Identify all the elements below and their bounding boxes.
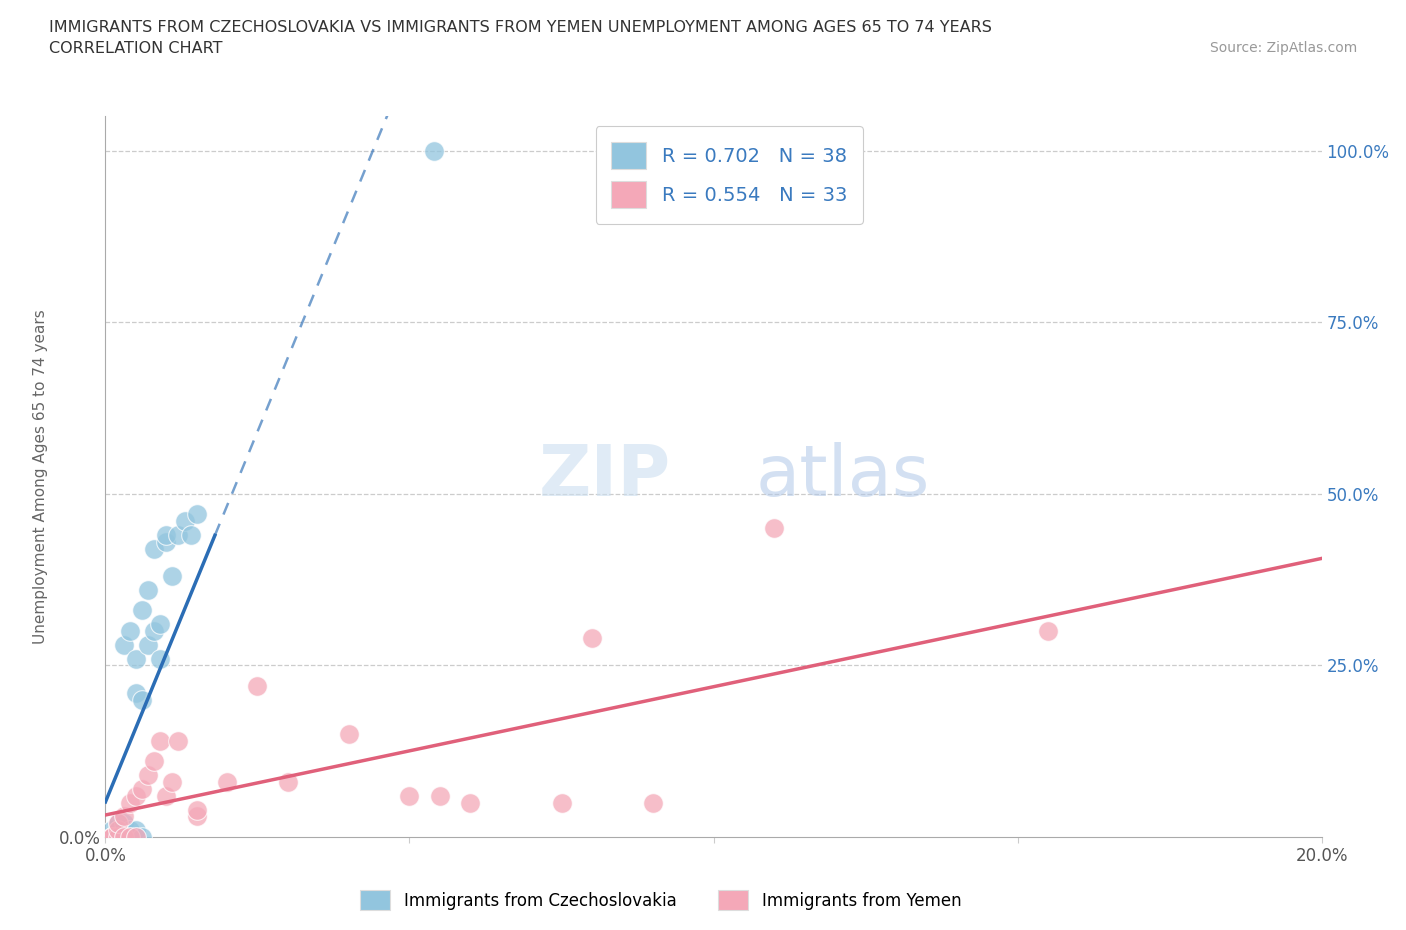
Point [100, 830, 122, 844]
Point [162, 775, 184, 790]
Point [136, 637, 159, 652]
Point [118, 823, 141, 838]
Point [107, 830, 129, 844]
Point [100, 830, 122, 844]
Point [398, 789, 420, 804]
Point [429, 789, 451, 804]
Point [125, 830, 148, 844]
Point [100, 830, 122, 844]
Point [125, 651, 148, 666]
Point [131, 830, 153, 844]
Point [186, 802, 208, 817]
Point [149, 651, 172, 666]
Point [100, 823, 122, 838]
Point [100, 830, 122, 844]
Point [118, 624, 141, 639]
Point [107, 823, 129, 838]
Point [167, 734, 190, 749]
Legend: R = 0.702   N = 38, R = 0.554   N = 33: R = 0.702 N = 38, R = 0.554 N = 33 [596, 126, 863, 224]
Text: CORRELATION CHART: CORRELATION CHART [49, 41, 222, 56]
Point [118, 795, 141, 810]
Point [112, 809, 135, 824]
Point [155, 789, 177, 804]
Legend: Immigrants from Czechoslovakia, Immigrants from Yemen: Immigrants from Czechoslovakia, Immigran… [354, 884, 967, 917]
Point [125, 685, 148, 700]
Point [143, 754, 166, 769]
Point [100, 830, 122, 844]
Point [581, 631, 603, 645]
Point [155, 535, 177, 550]
Point [112, 830, 135, 844]
Point [162, 569, 184, 584]
Point [246, 679, 269, 694]
Point [641, 795, 664, 810]
Point [107, 816, 129, 830]
Point [149, 734, 172, 749]
Point [118, 830, 141, 844]
Point [118, 830, 141, 844]
Point [180, 527, 202, 542]
Text: IMMIGRANTS FROM CZECHOSLOVAKIA VS IMMIGRANTS FROM YEMEN UNEMPLOYMENT AMONG AGES : IMMIGRANTS FROM CZECHOSLOVAKIA VS IMMIGR… [49, 20, 993, 35]
Point [107, 830, 129, 844]
Point [100, 830, 122, 844]
Text: Source: ZipAtlas.com: Source: ZipAtlas.com [1209, 41, 1357, 55]
Point [186, 809, 208, 824]
Point [136, 582, 159, 597]
Point [173, 513, 195, 528]
Point [337, 726, 360, 741]
Point [107, 830, 129, 844]
Point [107, 816, 129, 830]
Point [131, 603, 153, 618]
Point [155, 527, 177, 542]
Point [112, 823, 135, 838]
Point [125, 830, 148, 844]
Point [149, 617, 172, 631]
Point [1036, 624, 1059, 639]
Point [143, 624, 166, 639]
Point [277, 775, 299, 790]
Point [112, 830, 135, 844]
Point [112, 637, 135, 652]
Text: ZIP: ZIP [538, 442, 671, 512]
Point [112, 830, 135, 844]
Point [550, 795, 572, 810]
Point [131, 692, 153, 707]
Point [458, 795, 481, 810]
Point [125, 789, 148, 804]
Point [143, 541, 166, 556]
Point [100, 830, 122, 844]
Point [423, 143, 446, 158]
Text: atlas: atlas [756, 442, 931, 512]
Point [112, 816, 135, 830]
Point [763, 521, 786, 536]
Point [186, 507, 208, 522]
Point [217, 775, 239, 790]
Point [136, 768, 159, 783]
Y-axis label: Unemployment Among Ages 65 to 74 years: Unemployment Among Ages 65 to 74 years [32, 310, 48, 644]
Point [131, 781, 153, 796]
Point [167, 527, 190, 542]
Point [107, 823, 129, 838]
Point [125, 823, 148, 838]
